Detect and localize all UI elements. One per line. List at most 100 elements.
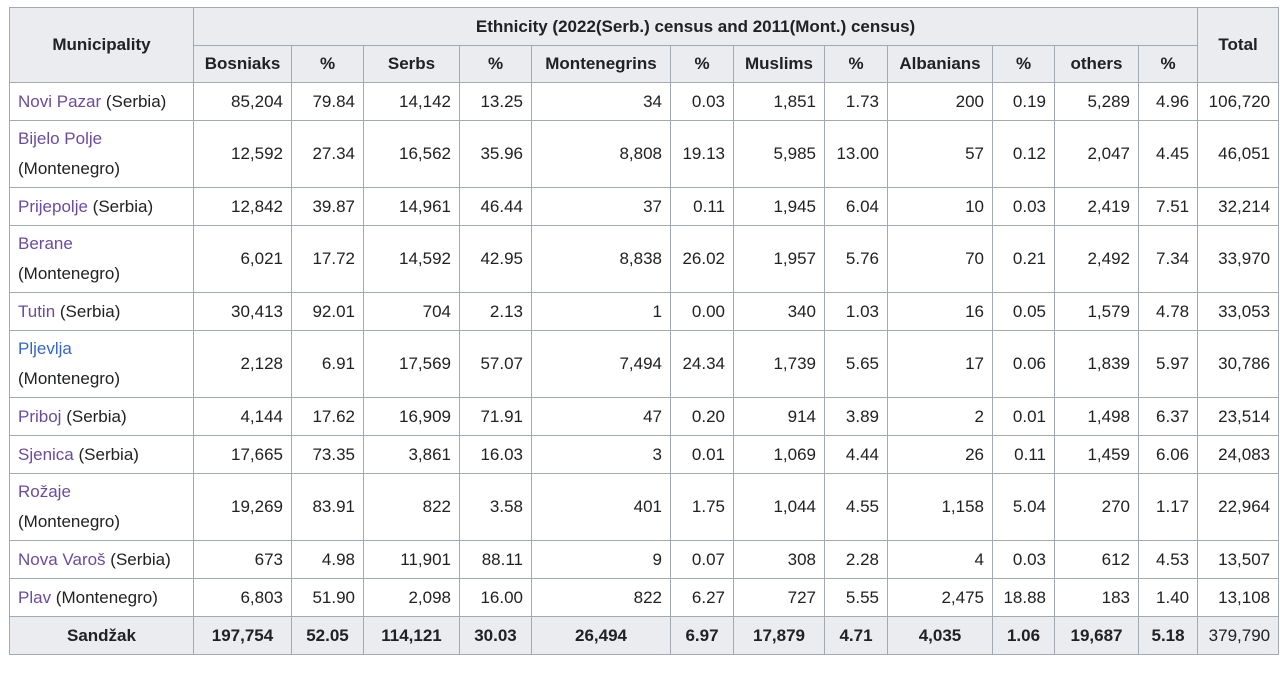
municipality-link[interactable]: Berane [18, 234, 73, 253]
table-row: Pljevlja (Montenegro) 2,128 6.91 17,569 57.07… [9, 330, 1280, 398]
total-cell: 23,514 [1197, 397, 1280, 436]
percent-cell: 4.78 [1137, 292, 1199, 331]
municipality-link[interactable]: Bijelo Polje [18, 129, 103, 148]
total-percent-cell: 30.03 [459, 616, 532, 655]
percent-cell: 1.40 [1137, 578, 1199, 617]
percent-cell: 19.13 [670, 120, 734, 188]
count-cell: 3,861 [363, 435, 460, 474]
percent-cell: 0.00 [670, 292, 734, 331]
country-label: (Montenegro) [18, 159, 121, 178]
percent-cell: 6.27 [670, 578, 734, 617]
country-label: (Montenegro) [18, 512, 121, 531]
percent-cell: 5.97 [1137, 330, 1199, 398]
total-cell: 13,108 [1197, 578, 1280, 617]
column-header-percent: % [1137, 45, 1199, 83]
total-cell: 13,507 [1197, 540, 1280, 579]
table-row: Priboj (Serbia) 4,144 17.62 16,909 71.91 47 0.… [9, 397, 1280, 436]
total-count-cell: 114,121 [363, 616, 460, 655]
count-cell: 1 [531, 292, 671, 331]
count-cell: 270 [1054, 473, 1139, 541]
count-cell: 9 [531, 540, 671, 579]
total-cell: 106,720 [1197, 82, 1280, 121]
count-cell: 308 [733, 540, 825, 579]
ethnicity-table: Municipality Ethnicity (2022(Serb.) cens… [9, 7, 1280, 655]
count-cell: 8,808 [531, 120, 671, 188]
count-cell: 612 [1054, 540, 1139, 579]
percent-cell: 6.04 [824, 187, 888, 226]
municipality-link[interactable]: Nova Varoš [18, 549, 106, 569]
percent-cell: 13.25 [459, 82, 532, 121]
total-cell: 24,083 [1197, 435, 1280, 474]
municipality-link[interactable]: Sjenica [18, 444, 74, 464]
percent-cell: 5.65 [824, 330, 888, 398]
percent-cell: 4.96 [1137, 82, 1199, 121]
percent-cell: 0.01 [992, 397, 1055, 436]
column-header-percent: % [459, 45, 532, 83]
count-cell: 1,158 [887, 473, 993, 541]
count-cell: 4,144 [193, 397, 292, 436]
table-row: Novi Pazar (Serbia) 85,204 79.84 14,142 13.2… [9, 82, 1280, 121]
count-cell: 4 [887, 540, 993, 579]
percent-cell: 6.06 [1137, 435, 1199, 474]
percent-cell: 1.73 [824, 82, 888, 121]
percent-cell: 18.88 [992, 578, 1055, 617]
count-cell: 34 [531, 82, 671, 121]
count-cell: 17,665 [193, 435, 292, 474]
percent-cell: 1.17 [1137, 473, 1199, 541]
total-percent-cell: 4.71 [824, 616, 888, 655]
table-row: Nova Varoš (Serbia) 673 4.98 11,901 88.11 9 0.… [9, 540, 1280, 579]
header-row-columns: Bosniaks % Serbs % Montenegrins % Muslim… [10, 45, 1279, 83]
region-total-label: Sandžak [9, 616, 194, 655]
municipality-link[interactable]: Priboj [18, 406, 62, 426]
country-label: (Montenegro) [18, 264, 121, 283]
count-cell: 1,945 [733, 187, 825, 226]
count-cell: 16 [887, 292, 993, 331]
count-cell: 47 [531, 397, 671, 436]
table-row: Tutin (Serbia) 30,413 92.01 704 2.13 1 0.00 340… [9, 292, 1280, 331]
total-header: Total [1197, 7, 1280, 83]
count-cell: 3 [531, 435, 671, 474]
percent-cell: 16.03 [459, 435, 532, 474]
percent-cell: 4.55 [824, 473, 888, 541]
country-label: (Serbia) [101, 91, 167, 111]
municipality-header: Municipality [9, 7, 194, 83]
municipality-link[interactable]: Novi Pazar [18, 91, 102, 111]
municipality-cell: Pljevlja (Montenegro) [9, 330, 194, 398]
table-row: Bijelo Polje (Montenegro) 12,592 27.34 16,56… [9, 120, 1280, 188]
percent-cell: 92.01 [291, 292, 364, 331]
municipality-link[interactable]: Pljevlja [18, 339, 72, 358]
total-cell: 22,964 [1197, 473, 1280, 541]
column-header-muslims: Muslims [733, 45, 825, 83]
total-cell: 30,786 [1197, 330, 1280, 398]
table-row: Prijepolje (Serbia) 12,842 39.87 14,961 46.4… [9, 187, 1280, 226]
count-cell: 1,851 [733, 82, 825, 121]
municipality-cell: Bijelo Polje (Montenegro) [9, 120, 194, 188]
percent-cell: 16.00 [459, 578, 532, 617]
count-cell: 1,839 [1054, 330, 1139, 398]
table-row: Plav (Montenegro) 6,803 51.90 2,098 16.00 822… [9, 578, 1280, 617]
count-cell: 26 [887, 435, 993, 474]
percent-cell: 0.03 [670, 82, 734, 121]
country-label: (Serbia) [61, 406, 127, 426]
municipality-link[interactable]: Tutin [18, 301, 56, 321]
country-label: (Serbia) [105, 549, 171, 569]
municipality-link[interactable]: Rožaje [18, 482, 71, 501]
column-header-percent: % [291, 45, 364, 83]
municipality-link[interactable]: Plav [18, 587, 52, 607]
count-cell: 16,909 [363, 397, 460, 436]
percent-cell: 1.75 [670, 473, 734, 541]
count-cell: 2,128 [193, 330, 292, 398]
country-label: (Serbia) [73, 444, 139, 464]
municipality-link[interactable]: Prijepolje [18, 196, 88, 216]
percent-cell: 17.72 [291, 225, 364, 293]
count-cell: 727 [733, 578, 825, 617]
percent-cell: 27.34 [291, 120, 364, 188]
municipality-cell: Prijepolje (Serbia) [9, 187, 194, 226]
count-cell: 340 [733, 292, 825, 331]
percent-cell: 6.91 [291, 330, 364, 398]
percent-cell: 4.98 [291, 540, 364, 579]
municipality-cell: Rožaje (Montenegro) [9, 473, 194, 541]
percent-cell: 5.04 [992, 473, 1055, 541]
count-cell: 401 [531, 473, 671, 541]
count-cell: 704 [363, 292, 460, 331]
